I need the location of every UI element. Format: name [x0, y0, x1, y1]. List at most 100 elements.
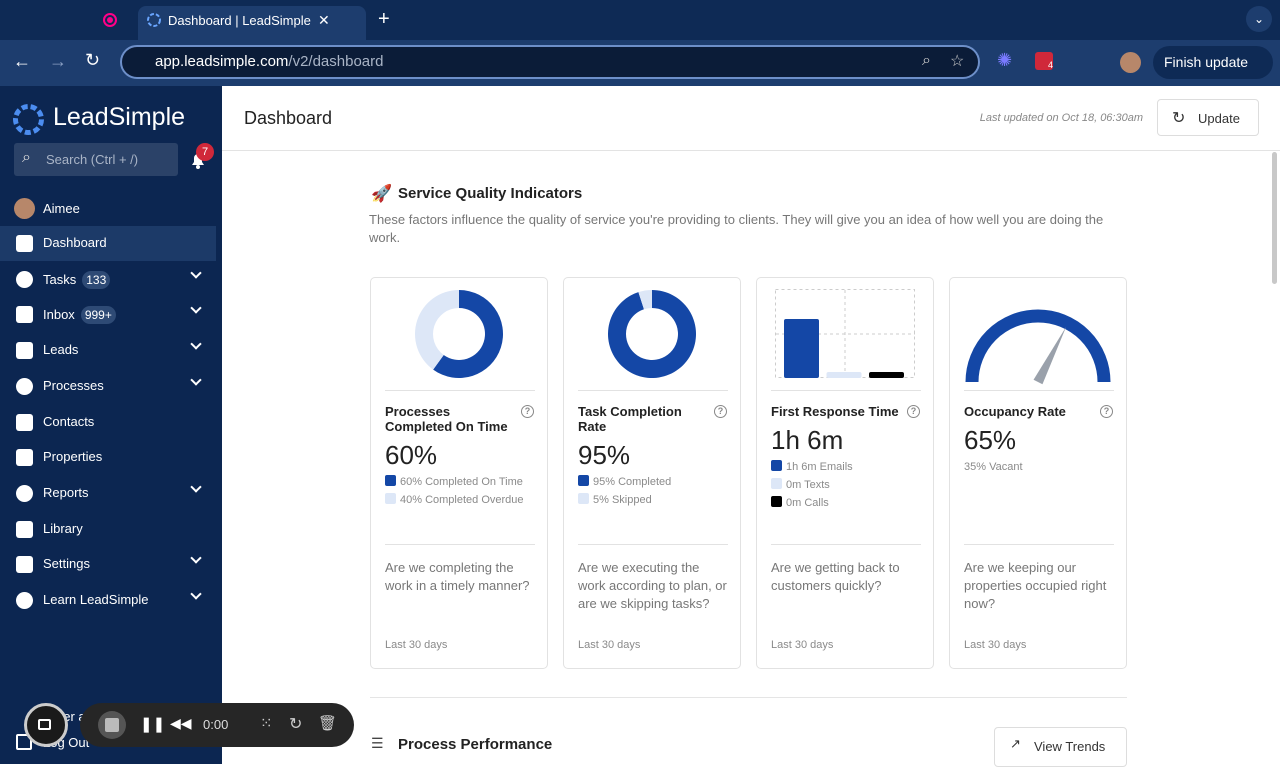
- nav-item[interactable]: Tasks 133: [0, 262, 216, 297]
- card-value: 1h 6m: [771, 425, 844, 455]
- card-title: Occupancy Rate: [964, 404, 1066, 419]
- reload-button[interactable]: ↻: [85, 50, 101, 70]
- scrollbar: [1272, 152, 1277, 284]
- bar: [784, 319, 819, 378]
- card-question: Are we getting back to customers quickly…: [771, 560, 900, 593]
- nav-item[interactable]: Settings: [0, 547, 216, 582]
- card-period: Last 30 days: [578, 639, 641, 651]
- rewind-button[interactable]: ◀◀: [170, 715, 192, 731]
- legend-swatch: [771, 478, 782, 489]
- pause-button[interactable]: ❚❚: [140, 716, 166, 733]
- nav-label: Library: [43, 520, 83, 536]
- extension-badge[interactable]: 4: [1035, 52, 1053, 70]
- tab-menu[interactable]: ⌄: [1246, 6, 1272, 32]
- user-avatar: [14, 198, 35, 219]
- help-icon[interactable]: ?: [521, 405, 534, 418]
- nav-label: Inbox: [43, 307, 75, 323]
- card-header: Processes Completed On Time? 60% 60% Compl…: [385, 404, 534, 509]
- divider: [385, 544, 535, 545]
- nav-item[interactable]: Library: [0, 512, 216, 547]
- address-bar[interactable]: app.leadsimple.com/v2/dashboard ⌕ ☆: [120, 45, 980, 79]
- legend-item: 60% Completed On Time: [385, 473, 523, 491]
- nav-item[interactable]: Processes: [0, 369, 216, 404]
- nav-icon: [16, 342, 33, 360]
- view-trends-button[interactable]: ↗ View Trends: [994, 727, 1127, 767]
- nav-label: Properties: [43, 449, 103, 465]
- nav-icon: [16, 270, 33, 288]
- search-placeholder: Search (Ctrl + /): [46, 152, 139, 167]
- last-updated: Last updated on Oct 18, 06:30am: [979, 112, 1143, 124]
- new-tab[interactable]: +: [378, 8, 390, 30]
- active-tab[interactable]: Dashboard | LeadSimple ✕: [138, 6, 366, 40]
- url-path: /v2/dashboard: [288, 53, 384, 70]
- bookmark-star[interactable]: ☆: [950, 53, 965, 70]
- section-title: Service Quality Indicators: [398, 185, 583, 202]
- notification-badge: 7: [196, 143, 214, 161]
- extension-icon[interactable]: ✺: [997, 50, 1013, 70]
- legend-swatch: [385, 493, 396, 504]
- metric-card: Task Completion Rate? 95% 95% Completed 5% …: [563, 277, 741, 669]
- grid-button[interactable]: ⁙: [260, 715, 273, 732]
- view-trends-label: View Trends: [1034, 739, 1106, 754]
- legend-item: 5% Skipped: [578, 491, 713, 509]
- nav-label: Tasks: [43, 271, 77, 287]
- tab-close[interactable]: ✕: [318, 12, 330, 28]
- nav-item[interactable]: Dashboard: [0, 226, 216, 261]
- nav-label: Reports: [43, 484, 89, 500]
- update-button[interactable]: ↻ Update: [1157, 99, 1259, 136]
- camera-button[interactable]: [24, 703, 68, 747]
- nav-label: Dashboard: [43, 235, 107, 250]
- finish-update-button[interactable]: Finish update: [1153, 46, 1273, 79]
- zoom-icon[interactable]: ⌕: [922, 52, 931, 69]
- sidebar: LeadSimple ⌕Search (Ctrl + /) 7 Aimee Re…: [0, 86, 222, 764]
- donut-segment: [433, 290, 503, 378]
- card-period: Last 30 days: [771, 639, 834, 651]
- chevron: [190, 588, 202, 600]
- help-icon[interactable]: ?: [1100, 405, 1113, 418]
- tab-title: Dashboard | LeadSimple: [168, 13, 311, 28]
- legend-swatch: [385, 475, 396, 486]
- card-value: 65%: [964, 425, 1017, 455]
- help-icon[interactable]: ?: [907, 405, 920, 418]
- delete-button[interactable]: 🗑: [318, 715, 338, 732]
- card-chart: [415, 290, 503, 378]
- divider: [385, 390, 535, 391]
- legend-label: 5% Skipped: [593, 494, 652, 506]
- nav-item[interactable]: Inbox 999+: [0, 297, 216, 332]
- legend-label: 0m Calls: [786, 497, 829, 509]
- nav-item[interactable]: Contacts: [0, 405, 216, 440]
- forward-button[interactable]: →: [49, 51, 67, 71]
- nav-badge: 999+: [80, 306, 116, 325]
- legend-swatch: [578, 475, 589, 486]
- legend-item: 0m Texts: [771, 476, 906, 494]
- user-name[interactable]: Aimee: [43, 201, 80, 216]
- legend-label: 1h 6m Emails: [786, 461, 853, 473]
- record-tab-icon[interactable]: [102, 12, 118, 28]
- update-label: Update: [1198, 111, 1240, 126]
- card-period: Last 30 days: [964, 639, 1027, 651]
- legend-label: 40% Completed Overdue: [400, 494, 524, 506]
- card-question: Are we executing the work according to p…: [578, 560, 727, 611]
- legend-item: 95% Completed: [578, 473, 713, 491]
- nav-icon: [16, 484, 33, 502]
- help-icon[interactable]: ?: [714, 405, 727, 418]
- chevron: [190, 267, 202, 279]
- nav-item[interactable]: Learn LeadSimple: [0, 583, 216, 618]
- nav-icon: [16, 520, 33, 538]
- nav-icon: [16, 413, 33, 431]
- search-box[interactable]: ⌕ Search (Ctrl + /): [14, 143, 178, 176]
- card-title: Task Completion Rate: [578, 404, 682, 434]
- recorder-time: 0:00: [203, 717, 229, 732]
- nav-item[interactable]: Reports: [0, 476, 216, 511]
- nav-item[interactable]: Properties: [0, 440, 216, 475]
- profile-avatar[interactable]: [1120, 52, 1141, 73]
- bar: [869, 372, 904, 378]
- divider: [771, 544, 921, 545]
- nav-item[interactable]: Leads: [0, 333, 216, 368]
- back-button[interactable]: ←: [13, 51, 31, 71]
- stop-button[interactable]: [98, 711, 126, 739]
- restart-button[interactable]: ↻: [289, 716, 303, 733]
- legend-swatch: [771, 496, 782, 507]
- chevron: [190, 374, 202, 386]
- legend-label: 60% Completed On Time: [400, 476, 523, 488]
